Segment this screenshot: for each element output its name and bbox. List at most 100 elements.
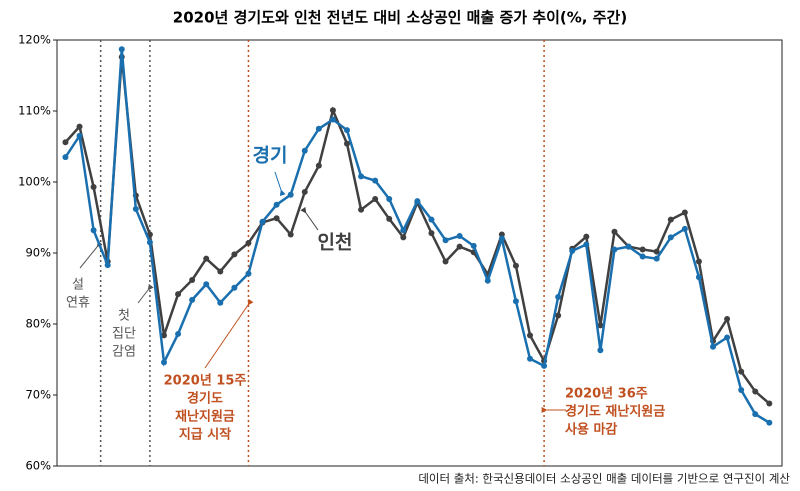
y-tick-label: 80% <box>25 317 51 331</box>
arrow <box>300 206 319 231</box>
point <box>203 281 210 288</box>
point <box>245 270 252 277</box>
point <box>259 218 266 225</box>
annotation: 2020년 36주 <box>565 387 648 402</box>
series-line <box>64 56 771 405</box>
point <box>738 368 745 375</box>
point <box>386 196 393 203</box>
point <box>90 183 97 190</box>
point <box>766 400 773 407</box>
point <box>681 209 688 216</box>
arrow <box>79 240 103 269</box>
point <box>738 387 745 394</box>
point <box>287 191 294 198</box>
annotation: 경기도 <box>187 391 223 407</box>
annotation: 지급 시작 <box>179 427 231 443</box>
point <box>175 291 182 298</box>
point <box>76 132 83 139</box>
y-tick-label: 70% <box>25 388 51 402</box>
point <box>175 330 182 337</box>
point <box>498 235 505 242</box>
point <box>329 116 336 123</box>
point <box>414 198 421 205</box>
point <box>273 201 280 208</box>
annotation: 재난지원금 <box>175 410 235 425</box>
point <box>146 239 153 246</box>
y-tick-label: 100% <box>18 175 51 189</box>
point <box>681 225 688 232</box>
point <box>287 231 294 238</box>
point <box>498 231 505 238</box>
annotation: 집단 <box>112 327 136 342</box>
point <box>512 298 519 305</box>
y-tick-label: 120% <box>18 33 51 47</box>
point <box>231 251 238 258</box>
y-tick-label: 110% <box>18 104 51 118</box>
point <box>597 322 604 329</box>
point <box>372 196 379 203</box>
y-tick-label: 90% <box>25 246 51 260</box>
arrow <box>274 171 286 197</box>
annotation: 설 <box>72 278 84 293</box>
point <box>160 332 167 339</box>
point <box>301 147 308 154</box>
annotation: 2020년 15주 <box>164 374 247 389</box>
y-tick-label: 60% <box>25 459 51 473</box>
point <box>132 205 139 212</box>
point <box>484 277 491 284</box>
source-note: 데이터 출처: 한국신용데이터 소상공인 매출 데이터를 기반으로 연구진이 계… <box>418 472 790 486</box>
point <box>667 234 674 241</box>
point <box>456 232 463 239</box>
point <box>512 262 519 269</box>
point <box>611 228 618 235</box>
point <box>639 246 646 253</box>
point <box>541 362 548 369</box>
point <box>639 253 646 260</box>
point <box>695 274 702 281</box>
point <box>118 46 125 53</box>
point <box>583 233 590 240</box>
point <box>104 262 111 269</box>
point <box>160 359 167 366</box>
point <box>724 316 731 323</box>
point <box>653 248 660 255</box>
annotation: 사용 마감 <box>565 422 617 438</box>
point <box>695 258 702 265</box>
point <box>752 388 759 395</box>
point <box>315 125 322 132</box>
annotation: 감염 <box>112 345 136 360</box>
point <box>76 123 83 130</box>
point <box>245 240 252 247</box>
point <box>315 162 322 169</box>
point <box>442 258 449 265</box>
point <box>597 347 604 354</box>
point <box>90 227 97 234</box>
annotation: 경기도 재난지원금 <box>565 404 665 420</box>
point <box>766 419 773 426</box>
point <box>667 216 674 223</box>
point <box>217 299 224 306</box>
point <box>372 177 379 184</box>
arrow <box>204 298 254 369</box>
point <box>231 284 238 291</box>
point <box>62 139 69 146</box>
point <box>358 206 365 213</box>
plot-frame <box>56 39 783 467</box>
point <box>569 247 576 254</box>
legend-label: 인천 <box>318 232 353 254</box>
annotation: 첫 <box>118 309 130 324</box>
arrow <box>137 283 154 304</box>
point <box>456 243 463 250</box>
point <box>527 355 534 362</box>
point <box>428 230 435 237</box>
point <box>583 241 590 248</box>
point <box>189 276 196 283</box>
point <box>752 411 759 418</box>
point <box>386 215 393 222</box>
point <box>400 227 407 234</box>
point <box>400 234 407 241</box>
point <box>442 237 449 244</box>
point <box>62 154 69 161</box>
annotation: 연휴 <box>66 296 90 311</box>
point <box>329 107 336 114</box>
